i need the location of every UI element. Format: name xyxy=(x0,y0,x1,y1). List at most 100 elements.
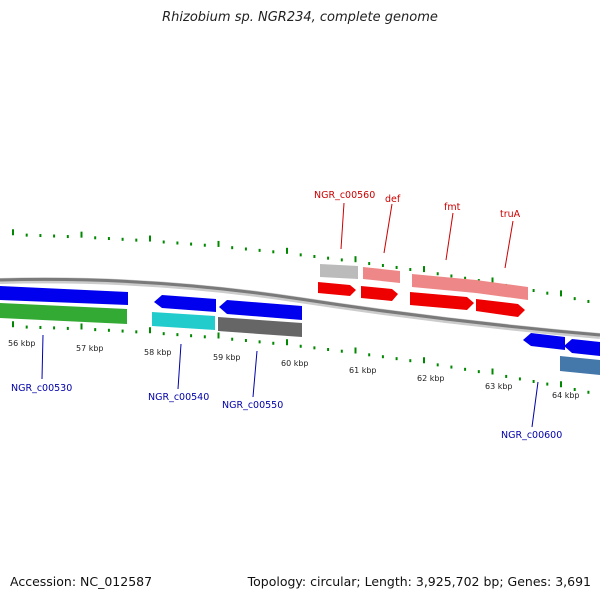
scale-tick-minor xyxy=(190,242,193,246)
scale-tick-minor xyxy=(573,387,576,391)
kbp-label: 59 kbp xyxy=(213,353,241,362)
scale-tick-minor xyxy=(409,359,412,363)
scale-tick-minor xyxy=(340,349,343,353)
scale-tick-minor xyxy=(573,297,576,301)
scale-tick-minor xyxy=(66,326,69,330)
callout-lines-top xyxy=(340,202,514,269)
gene-label-NGR_c00540[interactable]: NGR_c00540 xyxy=(148,392,209,403)
gene-NGR_c00600[interactable] xyxy=(523,333,565,350)
scale-tick-minor xyxy=(39,234,42,238)
scale-tick-minor xyxy=(450,365,453,369)
gene-label-NGR_c00550[interactable]: NGR_c00550 xyxy=(222,400,283,411)
gene-label-NGR_c00530[interactable]: NGR_c00530 xyxy=(11,383,72,394)
scale-tick-minor xyxy=(94,328,97,332)
scale-tick-major xyxy=(149,235,151,242)
scale-tick-major xyxy=(491,277,494,284)
gene-NGR_c00550[interactable] xyxy=(219,300,302,320)
scale-tick-minor xyxy=(231,337,234,341)
scale-tick-minor xyxy=(464,367,467,371)
gene-labels-top: NGR_c00560 def fmt truA xyxy=(314,190,521,220)
scale-tick-minor xyxy=(107,328,110,332)
scale-tick-minor xyxy=(532,289,535,293)
gene-NGR_c00610[interactable] xyxy=(564,339,600,356)
gene-NGR_c00600-track2[interactable] xyxy=(560,356,600,375)
gene-truA[interactable] xyxy=(476,299,525,317)
scale-tick-minor xyxy=(477,370,480,374)
gene-NGR_c00560-lower[interactable] xyxy=(318,282,356,296)
gene-label-NGR_c00600[interactable]: NGR_c00600 xyxy=(501,430,562,441)
kbp-label: 56 kbp xyxy=(8,339,36,348)
gene-truA-upper[interactable] xyxy=(476,280,528,300)
gene-NGR_c00550-track2[interactable] xyxy=(218,317,302,337)
kbp-label: 62 kbp xyxy=(417,374,445,383)
scale-tick-minor xyxy=(94,236,97,240)
scale-tick-minor xyxy=(395,265,398,269)
kbp-label: 63 kbp xyxy=(485,382,513,391)
accession-label: Accession: NC_012587 xyxy=(10,574,153,589)
scale-tick-major xyxy=(354,347,357,354)
scale-tick-minor xyxy=(244,339,247,343)
scale-tick-minor xyxy=(258,340,261,344)
genome-stats-label: Topology: circular; Length: 3,925,702 bp… xyxy=(247,574,591,589)
kbp-label: 58 kbp xyxy=(144,348,172,357)
gene-def-upper[interactable] xyxy=(363,267,400,283)
scale-tick-minor xyxy=(190,334,193,338)
scale-tick-minor xyxy=(135,330,138,334)
scale-tick-major xyxy=(286,247,288,254)
scale-tick-minor xyxy=(532,379,535,383)
gene-fmt[interactable] xyxy=(410,292,474,310)
scale-tick-minor xyxy=(464,276,467,280)
scale-tick-minor xyxy=(203,243,206,247)
scale-tick-minor xyxy=(203,335,206,339)
scale-tick-minor xyxy=(53,326,56,330)
scale-tick-minor xyxy=(381,355,384,359)
scale-tick-minor xyxy=(121,237,124,241)
scale-tick-minor xyxy=(39,325,42,329)
scale-tick-minor xyxy=(368,353,371,357)
scale-tick-minor xyxy=(66,235,69,239)
gene-def[interactable] xyxy=(361,286,398,301)
kbp-label: 64 kbp xyxy=(552,391,580,400)
gene-fmt-upper[interactable] xyxy=(412,274,476,293)
scale-tick-major xyxy=(217,240,220,247)
gene-NGR_c00540[interactable] xyxy=(154,295,216,312)
scale-tick-minor xyxy=(340,258,343,262)
scale-tick-minor xyxy=(272,341,275,345)
scale-tick-minor xyxy=(436,363,439,367)
scale-tick-minor xyxy=(327,256,330,260)
scale-tick-minor xyxy=(436,272,439,276)
callout-lines-bottom xyxy=(41,334,539,428)
scale-tick-minor xyxy=(176,241,179,245)
gene-row-bottom xyxy=(0,286,600,375)
scale-tick-minor xyxy=(587,390,590,394)
kbp-tick-labels: 56 kbp 57 kbp 58 kbp 59 kbp 60 kbp 61 kb… xyxy=(8,339,580,400)
scale-tick-major xyxy=(423,357,425,364)
gene-NGR_c00530[interactable] xyxy=(0,286,128,305)
gene-label-NGR_c00560[interactable]: NGR_c00560 xyxy=(314,190,375,201)
scale-tick-minor xyxy=(381,263,384,267)
kbp-label: 57 kbp xyxy=(76,344,104,353)
scale-tick-major xyxy=(217,332,220,339)
scale-tick-minor xyxy=(107,237,110,241)
gene-label-truA[interactable]: truA xyxy=(500,209,521,220)
scale-tick-major xyxy=(12,229,14,236)
scale-tick-minor xyxy=(299,344,302,348)
scale-tick-minor xyxy=(546,291,549,295)
scale-tick-minor xyxy=(395,357,398,361)
scale-tick-minor xyxy=(272,250,275,254)
scale-tick-minor xyxy=(162,240,165,244)
scale-tick-major xyxy=(80,231,83,238)
scale-tick-major xyxy=(12,321,14,328)
scale-tick-minor xyxy=(299,253,302,257)
kbp-label: 61 kbp xyxy=(349,366,377,375)
kbp-label: 60 kbp xyxy=(281,359,309,368)
gene-NGR_c00530-track2[interactable] xyxy=(0,303,127,324)
scale-tick-minor xyxy=(25,233,28,237)
gene-label-fmt[interactable]: fmt xyxy=(444,202,461,213)
gene-label-def[interactable]: def xyxy=(385,194,401,205)
gene-NGR_c00560[interactable] xyxy=(320,264,358,279)
genome-backbone-line xyxy=(0,277,600,337)
scale-tick-major xyxy=(286,339,288,346)
gene-NGR_c00540-track2[interactable] xyxy=(152,312,215,330)
